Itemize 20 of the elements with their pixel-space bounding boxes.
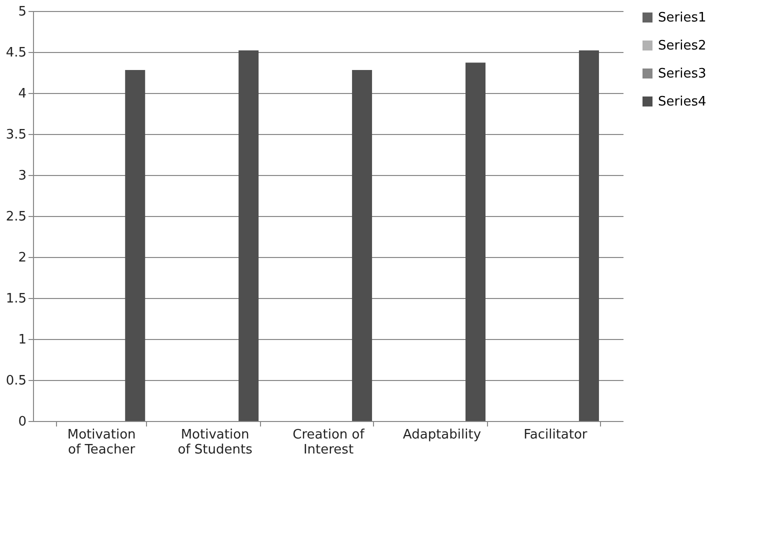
y-tick-label: 1.5 [6, 292, 26, 306]
y-tick-label: 1 [18, 332, 26, 348]
y-tick-label: 4.5 [6, 46, 26, 60]
legend-label: Series3 [658, 66, 706, 82]
y-tick-label: 3 [18, 168, 26, 184]
y-tick-label: 3.5 [6, 128, 26, 142]
y-tick-label: 5 [18, 4, 26, 20]
x-tick-label: Creation of Interest [292, 428, 365, 458]
legend-label: Series2 [658, 38, 706, 54]
x-tick-label: Motivation of Teacher [67, 428, 136, 458]
y-tick-label: 2 [18, 250, 26, 266]
y-tick-label: 0.5 [6, 374, 26, 388]
x-tick-label: Motivation of Students [178, 428, 253, 458]
legend-label: Series1 [658, 10, 706, 26]
y-tick-label: 4 [18, 86, 26, 102]
x-tick-label: Facilitator [524, 428, 588, 442]
y-tick-label: 0 [18, 414, 26, 430]
y-tick-label: 2.5 [6, 210, 26, 224]
x-tick-label: Adaptability [402, 428, 482, 442]
legend-label: Series4 [658, 94, 706, 110]
